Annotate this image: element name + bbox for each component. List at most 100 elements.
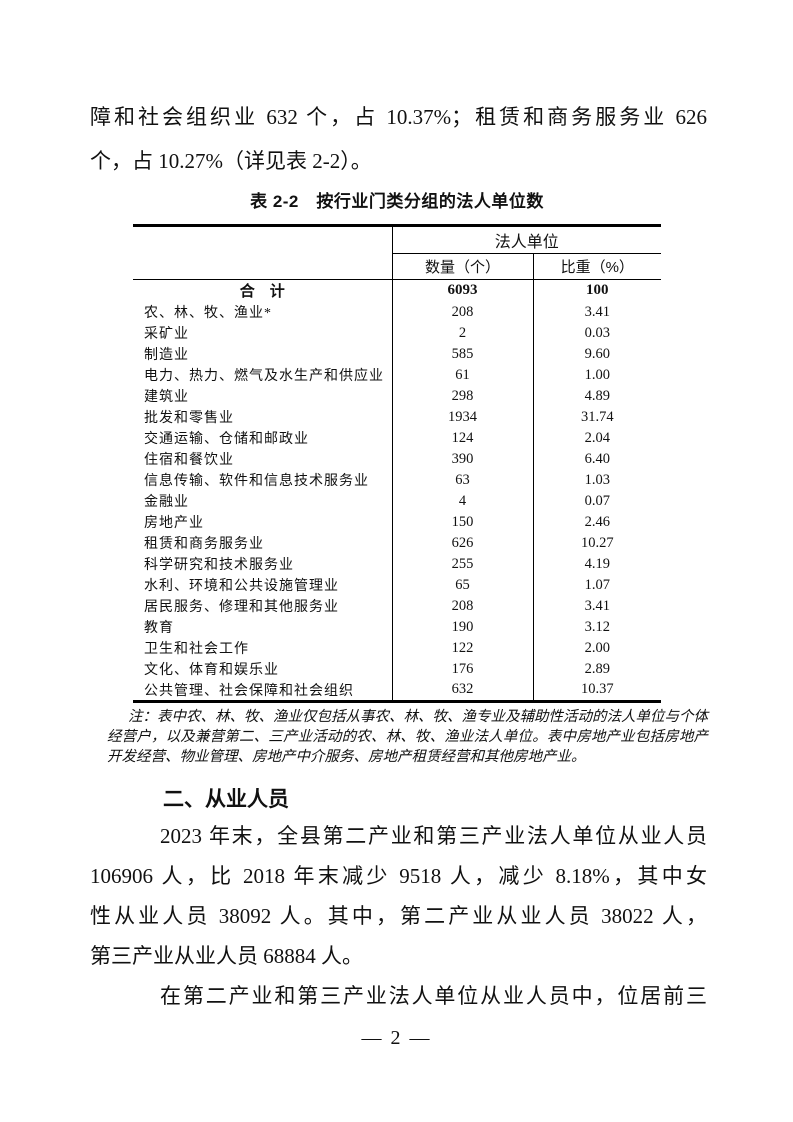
count-cell: 2 <box>392 322 534 344</box>
table-note: 注：表中农、林、牧、渔业仅包括从事农、林、牧、渔专业及辅助性活动的法人单位与个体… <box>107 709 708 765</box>
share-cell: 10.37 <box>580 681 614 697</box>
section-heading: 二、从业人员 <box>163 788 289 811</box>
paragraph-line: 106906 人，比 2018 年末减少 9518 人，减少 8.18%，其中女 <box>90 864 707 888</box>
count-cell: 176 <box>392 658 534 680</box>
share-cell: 3.12 <box>584 618 610 635</box>
share-cell: 2.46 <box>584 513 610 530</box>
industry-label-cell: 采矿业 <box>133 322 393 344</box>
industry-label-cell: 卫生和社会工作 <box>133 637 393 659</box>
industry-label-cell: 制造业 <box>133 343 393 365</box>
count-cell: 124 <box>392 427 534 449</box>
table-row: 科学研究和技术服务业 255 4.19 <box>133 553 661 575</box>
total-label-cell: 合 计 <box>133 279 393 302</box>
industry-label-cell: 公共管理、社会保障和社会组织 <box>133 679 393 701</box>
header-share-column: 比重（%） <box>533 253 662 280</box>
share-cell: 3.41 <box>584 303 610 320</box>
count-cell: 255 <box>392 553 534 575</box>
share-cell: 2.04 <box>584 429 610 446</box>
industry-label-cell: 交通运输、仓储和邮政业 <box>133 427 393 449</box>
count-cell: 63 <box>392 469 534 491</box>
count-cell: 390 <box>392 448 534 470</box>
header-empty-cell <box>133 225 393 280</box>
industry-label-cell: 科学研究和技术服务业 <box>133 553 393 575</box>
share-cell: 1.07 <box>584 576 610 593</box>
share-cell: 1.03 <box>584 471 610 488</box>
table-total-row: 合 计 6093 100 <box>133 279 661 302</box>
industry-label-cell: 房地产业 <box>133 511 393 533</box>
share-cell: 2.00 <box>584 639 610 656</box>
share-cell: 3.41 <box>584 597 610 614</box>
count-cell: 4 <box>392 490 534 512</box>
industry-label-cell: 农、林、牧、渔业* <box>133 301 393 323</box>
table-row: 农、林、牧、渔业* 208 3.41 <box>133 301 661 323</box>
table-body: 农、林、牧、渔业* 208 3.41 采矿业 2 0.03 制造业 585 9.… <box>133 301 661 701</box>
table-row: 金融业 4 0.07 <box>133 490 661 512</box>
table-row: 教育 190 3.12 <box>133 616 661 638</box>
industry-label-cell: 金融业 <box>133 490 393 512</box>
table-row: 交通运输、仓储和邮政业 124 2.04 <box>133 427 661 449</box>
count-cell: 208 <box>392 595 534 617</box>
table-row: 住宿和餐饮业 390 6.40 <box>133 448 661 470</box>
table-row: 文化、体育和娱乐业 176 2.89 <box>133 658 661 680</box>
industry-label-cell: 租赁和商务服务业 <box>133 532 393 554</box>
share-cell: 31.74 <box>580 408 614 425</box>
share-cell: 1.00 <box>584 366 610 383</box>
table-row: 房地产业 150 2.46 <box>133 511 661 533</box>
table-row: 租赁和商务服务业 626 10.27 <box>133 532 661 554</box>
industry-label-cell: 批发和零售业 <box>133 406 393 428</box>
count-cell: 626 <box>392 532 534 554</box>
industry-label-cell: 教育 <box>133 616 393 638</box>
header-count-column: 数量（个） <box>392 253 534 280</box>
share-cell: 0.03 <box>584 324 610 341</box>
paragraph-line: 第三产业从业人员 68884 人。 <box>90 944 363 968</box>
count-cell: 585 <box>392 343 534 365</box>
industry-label-cell: 水利、环境和公共设施管理业 <box>133 574 393 596</box>
industry-label-cell: 居民服务、修理和其他服务业 <box>133 595 393 617</box>
total-share-cell: 100 <box>586 282 609 299</box>
table-row: 批发和零售业 1934 31.74 <box>133 406 661 428</box>
paragraph-line: 个，占 10.27%（详见表 2-2）。 <box>90 149 372 173</box>
share-cell: 0.07 <box>584 492 610 509</box>
paragraph-line: 性从业人员 38092 人。其中，第二产业从业人员 38022 人， <box>90 904 707 928</box>
industry-label-cell: 建筑业 <box>133 385 393 407</box>
table-header: 法人单位 数量（个） 比重（%） <box>133 225 662 280</box>
table-row: 居民服务、修理和其他服务业 208 3.41 <box>133 595 661 617</box>
share-cell: 9.60 <box>584 345 610 362</box>
industry-label-cell: 住宿和餐饮业 <box>133 448 393 470</box>
count-cell: 298 <box>392 385 534 407</box>
table-row: 水利、环境和公共设施管理业 65 1.07 <box>133 574 661 596</box>
table-row: 信息传输、软件和信息技术服务业 63 1.03 <box>133 469 661 491</box>
industry-label-cell: 信息传输、软件和信息技术服务业 <box>133 469 393 491</box>
table-row: 电力、热力、燃气及水生产和供应业 61 1.00 <box>133 364 661 386</box>
paragraph-line: 在第二产业和第三产业法人单位从业人员中，位居前三 <box>160 984 707 1008</box>
intro-paragraph: 障和社会组织业 632 个，占 10.37%；租赁和商务服务业 626 个，占 … <box>90 95 707 183</box>
count-cell: 150 <box>392 511 534 533</box>
count-cell: 61 <box>392 364 534 386</box>
legal-entities-table: 法人单位 数量（个） 比重（%） 合 计 6093 100 农、林、牧、渔业* … <box>133 224 662 703</box>
count-cell: 190 <box>392 616 534 638</box>
count-cell: 208 <box>392 301 534 323</box>
share-cell: 4.89 <box>584 387 610 404</box>
table-row: 采矿业 2 0.03 <box>133 322 661 344</box>
count-cell: 65 <box>392 574 534 596</box>
count-cell: 1934 <box>392 406 534 428</box>
industry-label-cell: 电力、热力、燃气及水生产和供应业 <box>133 364 393 386</box>
table-row: 公共管理、社会保障和社会组织 632 10.37 <box>133 679 661 701</box>
paragraph-line: 障和社会组织业 632 个，占 10.37%；租赁和商务服务业 626 <box>90 105 707 129</box>
share-cell: 2.89 <box>584 660 610 677</box>
count-cell: 632 <box>392 679 534 701</box>
page-number: — 2 — <box>361 1027 432 1049</box>
table-row: 制造业 585 9.60 <box>133 343 661 365</box>
share-cell: 6.40 <box>584 450 610 467</box>
table-title: 表 2-2 按行业门类分组的法人单位数 <box>250 192 544 211</box>
header-group-legal-entities: 法人单位 <box>392 225 662 254</box>
total-count-cell: 6093 <box>392 279 534 302</box>
count-cell: 122 <box>392 637 534 659</box>
industry-label-cell: 文化、体育和娱乐业 <box>133 658 393 680</box>
section-paragraphs: 2023 年末，全县第二产业和第三产业法人单位从业人员 106906 人，比 2… <box>90 816 707 1016</box>
share-cell: 4.19 <box>584 555 610 572</box>
share-cell: 10.27 <box>580 534 614 551</box>
table-row: 卫生和社会工作 122 2.00 <box>133 637 661 659</box>
paragraph-line: 2023 年末，全县第二产业和第三产业法人单位从业人员 <box>160 824 707 848</box>
